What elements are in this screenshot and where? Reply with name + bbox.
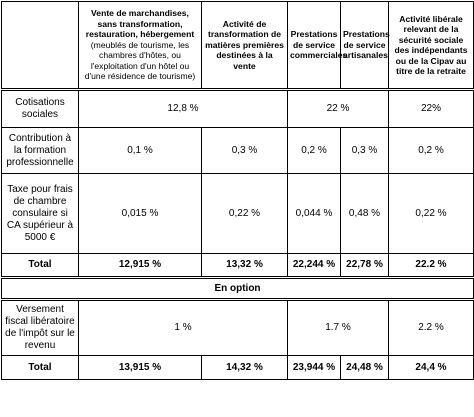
cell-c5: 24,4 %	[388, 355, 474, 380]
cell-c5: 22.2 %	[388, 253, 474, 278]
header-col-vente-detail: (meublés de tourisme, les chambres d'hôt…	[84, 39, 196, 82]
row-versement: Versement fiscal libératoire de l'impôt …	[1, 298, 474, 356]
row-cotisations: Cotisations sociales 12,8 % 22 % 22%	[1, 88, 474, 128]
header-corner	[1, 1, 79, 90]
row-label: Versement fiscal libératoire de l'impôt …	[1, 298, 79, 356]
row-label: Cotisations sociales	[1, 88, 79, 128]
cell-c1: 12,915 %	[78, 253, 202, 278]
cell-merged-12: 12,8 %	[78, 88, 288, 128]
cell-c4: 22,78 %	[340, 253, 389, 278]
header-col-prestations-artisanales: Prestations de service artisanales	[340, 1, 390, 90]
cell-c3: 22,244 %	[287, 253, 341, 278]
row-total-option: Total 13,915 % 14,32 % 23,944 % 24,48 % …	[1, 355, 474, 380]
cell-c5: 2.2 %	[388, 298, 474, 356]
row-label: Contribution à la formation professionne…	[1, 127, 79, 174]
cell-c4: 0,3 %	[340, 127, 389, 174]
cell-c2: 13,32 %	[201, 253, 288, 278]
row-option-title: En option	[1, 276, 474, 300]
row-label: Total	[1, 253, 79, 278]
cell-merged-34: 22 %	[287, 88, 389, 128]
cell-c3: 0,044 %	[287, 173, 341, 254]
header-col-liberale: Activité libérale relevant de la sécurit…	[388, 1, 474, 90]
header-col-prestations-commerciales: Prestations de service commerciales	[287, 1, 347, 90]
header-row: Vente de marchandises, sans transformati…	[1, 1, 474, 90]
cell-c2: 0,22 %	[201, 173, 288, 254]
cell-c3: 23,944 %	[287, 355, 341, 380]
option-title: En option	[1, 276, 474, 300]
row-taxe-chambre: Taxe pour frais de chambre consulaire si…	[1, 173, 474, 254]
cell-c2: 14,32 %	[201, 355, 288, 380]
cell-c4: 0,48 %	[340, 173, 389, 254]
row-label: Total	[1, 355, 79, 380]
cell-merged-34: 1.7 %	[287, 298, 389, 356]
row-label: Taxe pour frais de chambre consulaire si…	[1, 173, 79, 254]
row-total: Total 12,915 % 13,32 % 22,244 % 22,78 % …	[1, 253, 474, 278]
cell-c5: 0,22 %	[388, 173, 474, 254]
cell-c1: 0,1 %	[78, 127, 202, 174]
cell-c5: 22%	[388, 88, 474, 128]
cell-c5: 0,2 %	[388, 127, 474, 174]
cell-merged-12: 1 %	[78, 298, 288, 356]
cell-c1: 0,015 %	[78, 173, 202, 254]
cell-c2: 0,3 %	[201, 127, 288, 174]
row-formation: Contribution à la formation professionne…	[1, 127, 474, 174]
header-col-transformation: Activité de transformation de matières p…	[201, 1, 288, 90]
contributions-table: Vente de marchandises, sans transformati…	[1, 1, 474, 380]
cell-c4: 24,48 %	[340, 355, 389, 380]
header-col-vente: Vente de marchandises, sans transformati…	[78, 1, 202, 90]
cell-c3: 0,2 %	[287, 127, 341, 174]
cell-c1: 13,915 %	[78, 355, 202, 380]
header-col-vente-bold: Vente de marchandises, sans transformati…	[85, 8, 195, 40]
